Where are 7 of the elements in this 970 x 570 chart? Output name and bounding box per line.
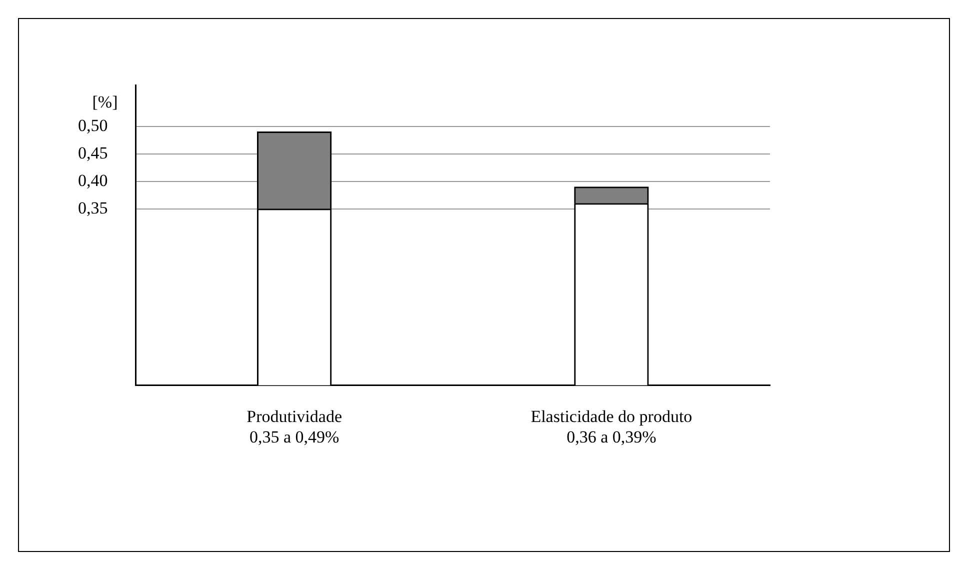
x-tick-label: Elasticidade do produto 0,36 a 0,39% bbox=[530, 406, 692, 446]
y-tick-label: 0,45 bbox=[78, 143, 108, 162]
y-tick-label: 0,50 bbox=[78, 116, 108, 135]
y-axis-title: [%] bbox=[92, 92, 118, 112]
y-tick-label: 0,35 bbox=[78, 198, 108, 218]
x-tick-label: Produtividade 0,35 a 0,49% bbox=[246, 406, 342, 446]
y-tick-label: 0,40 bbox=[78, 170, 108, 190]
